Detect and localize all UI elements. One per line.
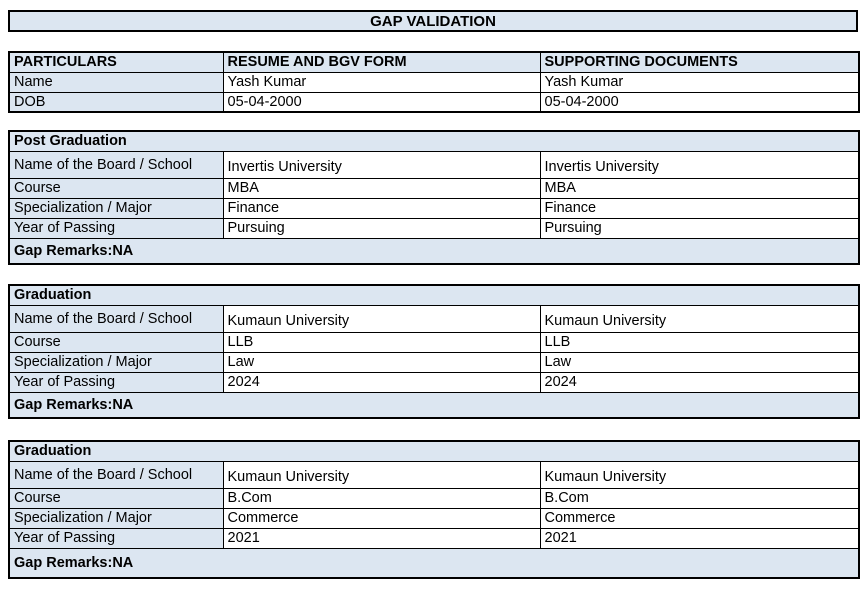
section-table-graduation-2: Graduation Name of the Board / School Ku… (8, 440, 861, 579)
supporting-value: MBA (539, 177, 860, 199)
resume-value: Invertis University (222, 150, 541, 179)
section-table-graduation-1: Graduation Name of the Board / School Ku… (8, 284, 861, 419)
supporting-value: Kumaun University (539, 304, 860, 333)
supporting-value: Commerce (539, 507, 860, 529)
supporting-value: Kumaun University (539, 460, 860, 489)
column-header-supporting-documents: SUPPORTING DOCUMENTS (539, 51, 860, 73)
resume-value: LLB (222, 331, 541, 353)
resume-value: Commerce (222, 507, 541, 529)
supporting-value: 2024 (539, 371, 860, 393)
table-row-year-of-passing: Year of Passing 2024 2024 (8, 371, 860, 393)
row-label: Year of Passing (8, 217, 224, 239)
resume-value: B.Com (222, 487, 541, 509)
page-title: GAP VALIDATION (8, 10, 858, 32)
section-table-post-graduation: Post Graduation Name of the Board / Scho… (8, 130, 861, 265)
row-label: Name (8, 71, 224, 93)
gap-remarks-row: Gap Remarks:NA (8, 391, 860, 419)
row-label: Year of Passing (8, 527, 224, 549)
gap-remarks-row: Gap Remarks:NA (8, 237, 860, 265)
resume-value: 2021 (222, 527, 541, 549)
table-row-course: Course LLB LLB (8, 331, 860, 353)
table-row-specialization: Specialization / Major Commerce Commerce (8, 507, 860, 529)
gap-remarks: Gap Remarks:NA (8, 391, 860, 419)
resume-value: Law (222, 351, 541, 373)
table-row-year-of-passing: Year of Passing 2021 2021 (8, 527, 860, 549)
summary-table: PARTICULARS RESUME AND BGV FORM SUPPORTI… (8, 51, 860, 113)
resume-value: Kumaun University (222, 460, 541, 489)
row-label: Specialization / Major (8, 197, 224, 219)
column-header-resume-bgv-form: RESUME AND BGV FORM (222, 51, 541, 73)
summary-header-row: PARTICULARS RESUME AND BGV FORM SUPPORTI… (8, 51, 860, 73)
row-label: Name of the Board / School (8, 460, 224, 489)
resume-value: 05-04-2000 (222, 91, 541, 113)
resume-value: Finance (222, 197, 541, 219)
table-row-course: Course B.Com B.Com (8, 487, 860, 509)
supporting-value: B.Com (539, 487, 860, 509)
row-label: Name of the Board / School (8, 304, 224, 333)
table-row-specialization: Specialization / Major Law Law (8, 351, 860, 373)
supporting-value: Law (539, 351, 860, 373)
supporting-value: 05-04-2000 (539, 91, 860, 113)
table-row-board-school: Name of the Board / School Kumaun Univer… (8, 460, 860, 489)
section-title: Graduation (8, 440, 860, 462)
table-row-board-school: Name of the Board / School Invertis Univ… (8, 150, 860, 179)
resume-value: Yash Kumar (222, 71, 541, 93)
section-header-row: Graduation (8, 284, 860, 306)
gap-remarks: Gap Remarks:NA (8, 237, 860, 265)
row-label: Specialization / Major (8, 351, 224, 373)
supporting-value: Yash Kumar (539, 71, 860, 93)
table-row-name: Name Yash Kumar Yash Kumar (8, 71, 860, 93)
supporting-value: Pursuing (539, 217, 860, 239)
supporting-value: 2021 (539, 527, 860, 549)
column-header-particulars: PARTICULARS (8, 51, 224, 73)
row-label: Name of the Board / School (8, 150, 224, 179)
resume-value: Kumaun University (222, 304, 541, 333)
table-row-year-of-passing: Year of Passing Pursuing Pursuing (8, 217, 860, 239)
table-row-board-school: Name of the Board / School Kumaun Univer… (8, 304, 860, 333)
section-header-row: Post Graduation (8, 130, 860, 152)
table-row-specialization: Specialization / Major Finance Finance (8, 197, 860, 219)
row-label: Course (8, 331, 224, 353)
gap-remarks-row: Gap Remarks:NA (8, 547, 860, 579)
resume-value: Pursuing (222, 217, 541, 239)
supporting-value: Finance (539, 197, 860, 219)
supporting-value: LLB (539, 331, 860, 353)
table-row-dob: DOB 05-04-2000 05-04-2000 (8, 91, 860, 113)
section-header-row: Graduation (8, 440, 860, 462)
row-label: Course (8, 177, 224, 199)
row-label: Specialization / Major (8, 507, 224, 529)
resume-value: 2024 (222, 371, 541, 393)
row-label: Year of Passing (8, 371, 224, 393)
resume-value: MBA (222, 177, 541, 199)
supporting-value: Invertis University (539, 150, 860, 179)
section-title: Post Graduation (8, 130, 860, 152)
row-label: DOB (8, 91, 224, 113)
row-label: Course (8, 487, 224, 509)
table-row-course: Course MBA MBA (8, 177, 860, 199)
section-title: Graduation (8, 284, 860, 306)
gap-remarks: Gap Remarks:NA (8, 547, 860, 579)
